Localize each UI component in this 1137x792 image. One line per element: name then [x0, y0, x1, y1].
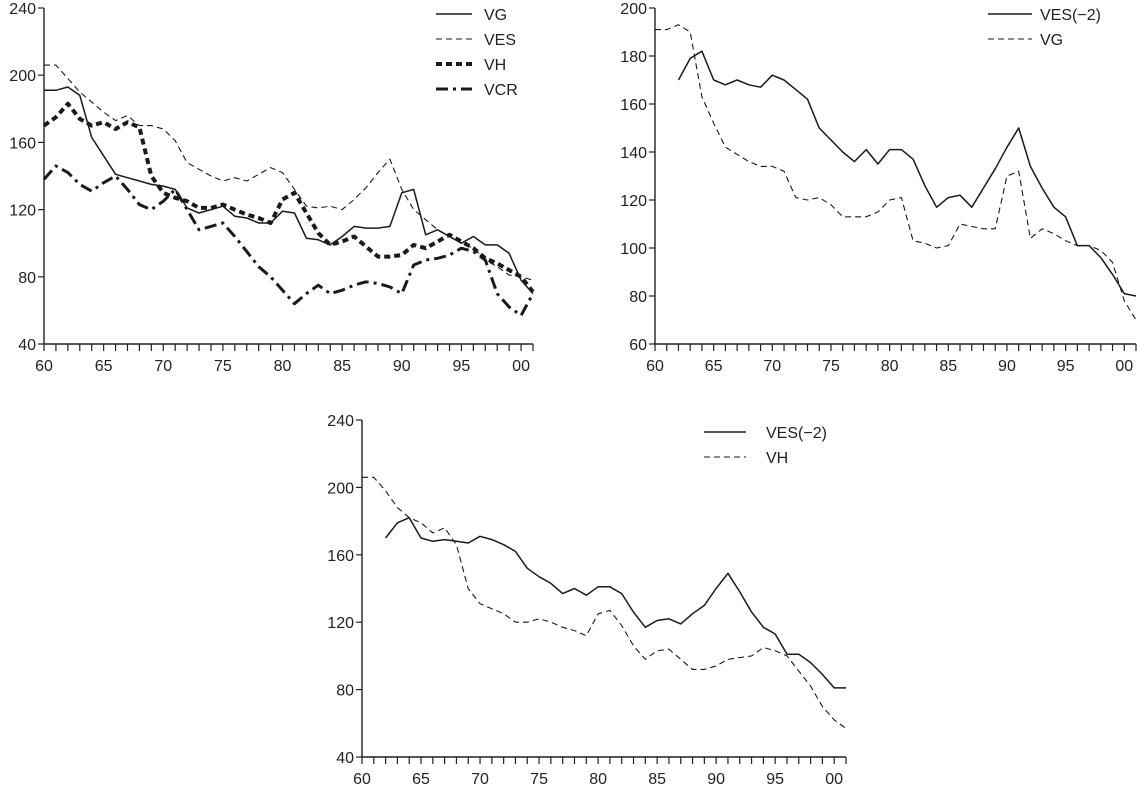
x-tick-label: 60: [353, 771, 371, 788]
x-tick-label: 95: [453, 358, 471, 375]
y-tick-label: 100: [620, 241, 647, 258]
series-line-vg: [44, 86, 534, 295]
series-line-ves2: [677, 50, 1137, 297]
x-tick-label: 75: [822, 358, 840, 375]
legend-label: VES(−2): [1040, 7, 1101, 24]
chart-panel-1: 40 80 120 160 200 240 60 65 70 75 80 85 90 95 00 VG VES V…: [9, 1, 535, 375]
chart-panel-2: 60 80 100 120 140 160 180 200 60 65 70 75 80 85 90 95 00…: [620, 1, 1137, 375]
y-tick-label: 40: [18, 337, 36, 354]
x-tick-label: 00: [512, 358, 530, 375]
chart-panel-3: 40 80 120 160 200 240 60 65 70 75 80 85 90 95 00 VES(−2…: [327, 413, 847, 788]
y-tick-label: 80: [18, 270, 36, 287]
x-tick-label: 95: [1057, 358, 1075, 375]
x-tick-label: 95: [766, 771, 784, 788]
series-line-vh: [42, 101, 535, 294]
x-tick-label: 90: [707, 771, 725, 788]
x-tick-label: 75: [214, 358, 232, 375]
x-tick-label: 00: [1115, 358, 1133, 375]
x-tick-label: 60: [646, 358, 664, 375]
series-line-ves: [44, 64, 534, 281]
x-tick-label: 60: [35, 358, 53, 375]
y-tick-label: 120: [9, 203, 36, 220]
y-tick-label: 180: [620, 49, 647, 66]
y-tick-label: 240: [327, 413, 354, 430]
legend-label: VG: [1040, 32, 1063, 49]
x-tick-label: 80: [274, 358, 292, 375]
y-tick-label: 40: [336, 750, 354, 767]
x-tick-label: 85: [939, 358, 957, 375]
x-tick-label: 80: [589, 771, 607, 788]
y-tick-label: 160: [327, 548, 354, 565]
legend-label: VH: [766, 450, 788, 467]
y-tick-label: 80: [336, 683, 354, 700]
y-tick-label: 200: [620, 1, 647, 18]
x-tick-label: 90: [998, 358, 1016, 375]
legend-label: VES(−2): [766, 425, 827, 442]
y-tick-label: 60: [629, 337, 647, 354]
legend-label: VES: [484, 32, 516, 49]
x-tick-label: 70: [763, 358, 781, 375]
x-tick-label: 70: [471, 771, 489, 788]
x-tick-label: 65: [412, 771, 430, 788]
series-line-ves2: [385, 516, 846, 689]
x-tick-label: 65: [705, 358, 723, 375]
y-tick-label: 200: [9, 68, 36, 85]
y-tick-label: 140: [620, 145, 647, 162]
legend-label: VG: [484, 7, 507, 24]
x-tick-label: 80: [881, 358, 899, 375]
y-tick-label: 160: [620, 97, 647, 114]
x-tick-label: 85: [333, 358, 351, 375]
x-tick-label: 00: [825, 771, 843, 788]
legend-label: VH: [484, 57, 506, 74]
y-tick-label: 160: [9, 135, 36, 152]
x-tick-label: 85: [648, 771, 666, 788]
y-tick-label: 120: [620, 193, 647, 210]
y-tick-label: 240: [9, 1, 36, 18]
series-line-vcr: [42, 164, 535, 317]
x-tick-label: 70: [154, 358, 172, 375]
x-tick-label: 65: [95, 358, 113, 375]
y-tick-label: 80: [629, 289, 647, 306]
series-line-vg: [655, 24, 1137, 321]
series-line-vh: [362, 476, 847, 729]
x-tick-label: 90: [393, 358, 411, 375]
y-tick-label: 120: [327, 615, 354, 632]
y-tick-label: 200: [327, 480, 354, 497]
x-tick-label: 75: [530, 771, 548, 788]
legend-label: VCR: [484, 82, 518, 99]
